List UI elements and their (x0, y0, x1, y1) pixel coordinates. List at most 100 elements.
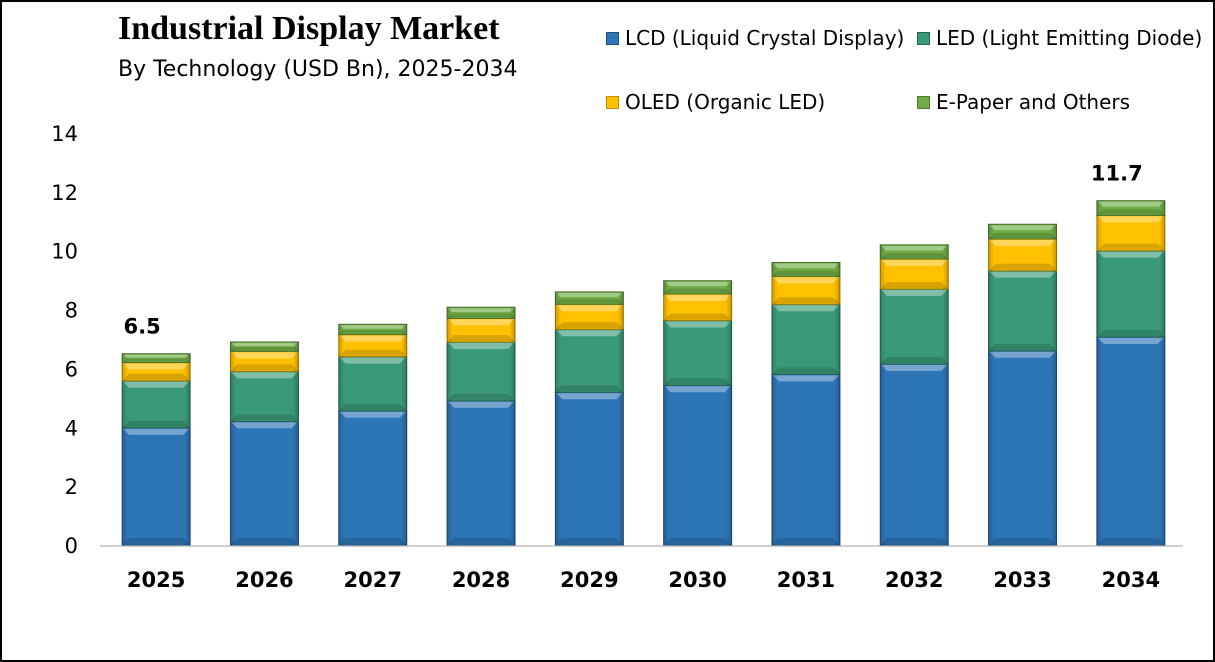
bar-segment-led (338, 356, 408, 412)
bar-stack-2028 (446, 306, 516, 546)
bar-segment-lcd (988, 350, 1058, 546)
x-tick-label: 2031 (777, 568, 835, 592)
led-swatch-icon (917, 31, 930, 45)
bar-segment-shade (230, 421, 299, 545)
legend-label-oled: OLED (Organic LED) (625, 90, 826, 114)
x-tick-label: 2028 (452, 568, 510, 592)
bar-segment-shade (1096, 250, 1165, 337)
bar-stack-2025 (121, 353, 191, 546)
bar-segment-lcd (1096, 336, 1166, 546)
bar-segment-shade (555, 392, 624, 545)
bar-segment-led (771, 303, 841, 375)
x-tick-label: 2026 (235, 568, 293, 592)
bar-segment-shade (230, 341, 299, 352)
bar-segment-shade (771, 304, 840, 375)
bar-segment-shade (1096, 336, 1165, 545)
bar-segment-shade (988, 270, 1057, 351)
data-label-total: 11.7 (1091, 162, 1143, 186)
bar-segment-e-paper (663, 280, 733, 295)
y-tick-label: 10 (51, 240, 78, 264)
bar-segment-e-paper (879, 244, 949, 260)
bar-segment-e-paper (446, 306, 516, 319)
x-tick-label: 2030 (668, 568, 726, 592)
chart-subtitle: By Technology (USD Bn), 2025-2034 (118, 57, 518, 82)
bar-segment-shade (122, 427, 191, 545)
bar-segment-lcd (663, 384, 733, 546)
bar-segment-oled (988, 238, 1058, 272)
y-tick-label: 4 (65, 416, 78, 440)
bar-segment-led (879, 288, 949, 365)
x-axis: 2025 2026 2027 2028 2029 2030 2031 2032 2033 2034 (127, 568, 1160, 592)
bar-segment-lcd (338, 410, 408, 546)
bar-segment-shade (880, 244, 949, 259)
bar-segment-shade (880, 364, 949, 545)
bar-segment-shade (663, 280, 732, 294)
lcd-swatch-icon (606, 31, 619, 45)
bar-segment-shade (447, 307, 516, 319)
bar-segment-led (446, 341, 516, 402)
bar-segment-oled (121, 362, 191, 382)
bar-segment-shade (122, 353, 191, 363)
bar-stack-2027 (338, 323, 408, 546)
bar-segment-oled (338, 334, 408, 358)
bar-segment-lcd (229, 420, 299, 546)
bar-segment-oled (446, 317, 516, 343)
y-tick-label: 14 (51, 122, 78, 146)
bar-stack-2030 (663, 280, 733, 546)
legend-item-oled: OLED (Organic LED) (606, 90, 825, 114)
bar-segment-shade (663, 293, 732, 321)
bar-segment-shade (230, 371, 299, 422)
bar-segment-oled (1096, 214, 1166, 252)
bar-segment-shade (447, 318, 516, 342)
bar-segment-shade (122, 380, 191, 428)
bar-segment-shade (663, 385, 732, 545)
y-tick-label: 0 (65, 534, 78, 558)
bar-segment-led (121, 380, 191, 429)
bar-segment-oled (771, 275, 841, 305)
x-tick-label: 2034 (1102, 568, 1160, 592)
bar-segment-shade (555, 304, 624, 330)
bar-stack-2029 (554, 291, 624, 546)
bar-segment-oled (229, 350, 299, 372)
bar-segment-shade (880, 288, 949, 365)
annotations: 6.5 11.7 (124, 162, 1143, 339)
bar-stack-2026 (229, 341, 299, 546)
bar-segment-shade (122, 362, 191, 381)
epaper-swatch-icon (917, 95, 930, 109)
bar-segment-lcd (121, 427, 191, 546)
bar-segment-led (554, 328, 624, 393)
bar-segment-shade (988, 350, 1057, 545)
bar-segment-shade (988, 224, 1057, 239)
x-tick-label: 2033 (993, 568, 1051, 592)
bar-segment-shade (338, 356, 407, 411)
bar-segment-e-paper (338, 323, 408, 336)
bar-segment-e-paper (771, 261, 841, 277)
x-tick-label: 2025 (127, 568, 185, 592)
y-tick-label: 8 (65, 299, 78, 323)
bar-segment-shade (555, 329, 624, 393)
bar-segment-oled (663, 293, 733, 321)
x-tick-label: 2027 (344, 568, 402, 592)
bar-segment-shade (771, 374, 840, 545)
legend-item-epaper: E-Paper and Others (917, 90, 1130, 114)
legend-label-epaper: E-Paper and Others (936, 90, 1131, 114)
bar-segment-led (1096, 250, 1166, 338)
bar-segment-lcd (446, 400, 516, 546)
data-label-total: 6.5 (124, 315, 161, 339)
bar-segment-e-paper (554, 291, 624, 305)
bar-segment-led (663, 319, 733, 386)
bar-segment-lcd (771, 373, 841, 546)
bar-segment-shade (230, 351, 299, 372)
bar-stack-2032 (879, 244, 949, 546)
y-tick-label: 12 (51, 181, 78, 205)
bar-segment-e-paper (229, 341, 299, 352)
x-tick-label: 2032 (885, 568, 943, 592)
x-tick-label: 2029 (560, 568, 618, 592)
bar-segment-shade (771, 276, 840, 305)
bar-segment-e-paper (1096, 200, 1166, 216)
bar-segment-shade (338, 410, 407, 545)
legend-label-led: LED (Light Emitting Diode) (936, 26, 1203, 50)
bar-segment-led (229, 370, 299, 422)
legend-item-lcd: LCD (Liquid Crystal Display) (606, 26, 904, 50)
